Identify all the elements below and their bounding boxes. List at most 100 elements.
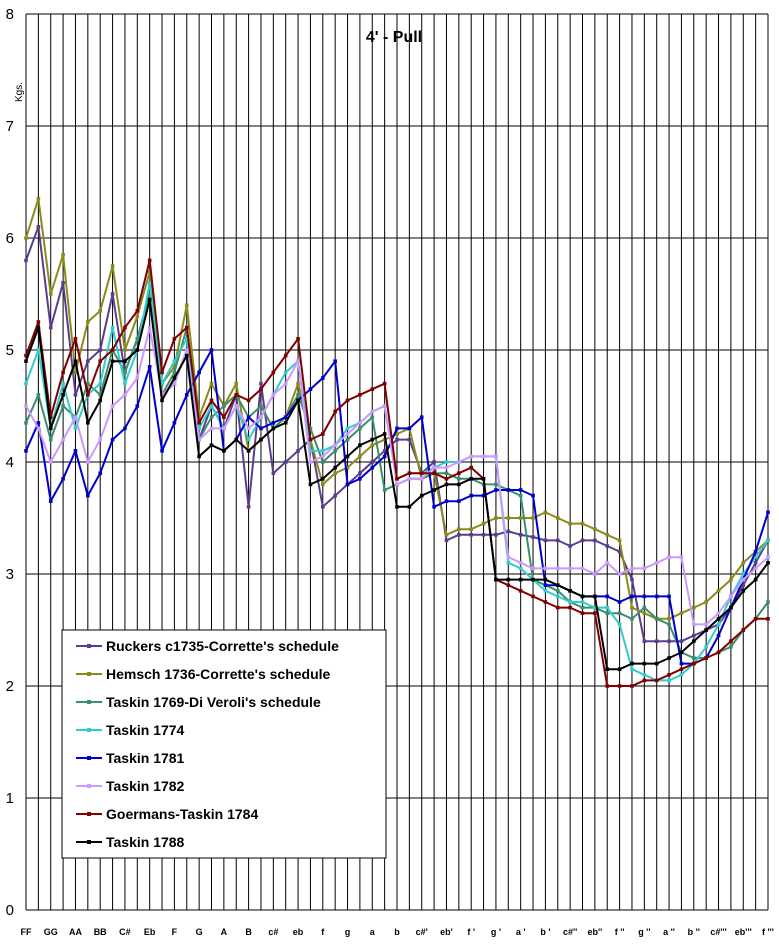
data-point xyxy=(61,370,65,375)
data-point xyxy=(716,622,721,627)
data-point xyxy=(692,633,696,638)
data-point xyxy=(753,549,758,554)
data-point xyxy=(605,611,610,615)
data-point xyxy=(283,381,288,386)
y-tick-label: 8 xyxy=(6,6,14,23)
data-point xyxy=(73,449,78,453)
data-point xyxy=(283,370,288,375)
data-series xyxy=(24,197,770,688)
data-point xyxy=(630,661,634,666)
data-point xyxy=(172,381,177,386)
data-point xyxy=(704,622,708,627)
data-point xyxy=(308,437,313,442)
data-point xyxy=(518,561,523,565)
data-point xyxy=(147,325,152,330)
legend-item: Taskin 1781 xyxy=(76,750,185,766)
data-point xyxy=(345,437,350,442)
data-point xyxy=(246,398,251,403)
data-point xyxy=(222,415,226,419)
data-point xyxy=(296,359,300,363)
data-point xyxy=(444,499,449,503)
legend-label: Goermans-Taskin 1784 xyxy=(106,806,258,822)
data-point xyxy=(86,359,90,363)
data-point xyxy=(568,521,572,526)
x-tick-label: g ' xyxy=(491,927,501,937)
data-point xyxy=(753,555,758,559)
data-point xyxy=(160,381,164,386)
data-point xyxy=(469,465,473,470)
data-point xyxy=(24,404,28,408)
data-point xyxy=(457,482,461,487)
legend-marker xyxy=(87,784,91,788)
data-point xyxy=(24,236,28,240)
data-point xyxy=(692,605,696,610)
data-point xyxy=(667,622,671,627)
data-point xyxy=(494,454,498,459)
legend-marker xyxy=(87,756,91,760)
data-point xyxy=(654,617,659,621)
data-point xyxy=(110,264,115,268)
y-tick-label: 1 xyxy=(6,790,14,807)
x-tick-label: g '' xyxy=(638,927,650,937)
data-point xyxy=(444,538,449,543)
data-point xyxy=(506,529,511,534)
data-point xyxy=(358,443,362,447)
data-point xyxy=(729,594,733,599)
data-point xyxy=(543,589,548,593)
data-point xyxy=(358,471,362,475)
data-point xyxy=(469,533,473,537)
data-point xyxy=(73,359,78,363)
legend-label: Taskin 1769-Di Veroli's schedule xyxy=(106,694,321,710)
data-point xyxy=(259,437,263,442)
data-point xyxy=(197,370,201,375)
data-point xyxy=(172,370,177,375)
data-point xyxy=(246,437,251,442)
data-point xyxy=(766,555,770,559)
x-tick-label: eb''' xyxy=(735,927,752,937)
x-tick-label: eb xyxy=(293,927,304,937)
data-point xyxy=(555,583,560,587)
data-point xyxy=(172,365,177,369)
data-point xyxy=(197,454,201,459)
data-point xyxy=(630,684,634,688)
data-point xyxy=(61,381,65,386)
data-point xyxy=(382,381,387,386)
data-point xyxy=(24,421,28,425)
data-point xyxy=(593,572,597,576)
legend-label: Taskin 1781 xyxy=(106,750,185,766)
data-point xyxy=(382,454,387,459)
x-tick-label: f ''' xyxy=(762,927,774,937)
data-point xyxy=(184,303,189,307)
data-point xyxy=(135,337,140,341)
data-point xyxy=(605,667,610,671)
data-point xyxy=(73,337,78,341)
data-point xyxy=(654,678,659,683)
data-point xyxy=(407,437,412,442)
x-tick-label: eb' xyxy=(440,927,453,937)
data-point xyxy=(98,437,102,442)
data-point xyxy=(593,527,597,531)
data-point xyxy=(259,426,263,431)
data-point xyxy=(568,589,572,593)
data-point xyxy=(98,393,102,397)
data-point xyxy=(617,667,622,671)
data-point xyxy=(345,432,350,436)
data-point xyxy=(617,600,622,604)
data-point xyxy=(444,471,449,475)
data-point xyxy=(506,561,511,565)
data-point xyxy=(716,633,721,638)
data-point xyxy=(692,661,696,666)
data-point xyxy=(419,415,424,419)
data-point xyxy=(36,393,41,397)
data-point xyxy=(147,258,152,263)
data-point xyxy=(209,404,214,408)
data-point xyxy=(147,269,152,274)
legend-item: Ruckers c1735-Corrette's schedule xyxy=(76,638,339,654)
data-point xyxy=(555,538,560,543)
data-point xyxy=(457,477,461,481)
x-tick-label: Eb xyxy=(144,927,156,937)
data-point xyxy=(123,325,127,330)
data-point xyxy=(679,650,684,655)
data-point xyxy=(184,353,189,358)
